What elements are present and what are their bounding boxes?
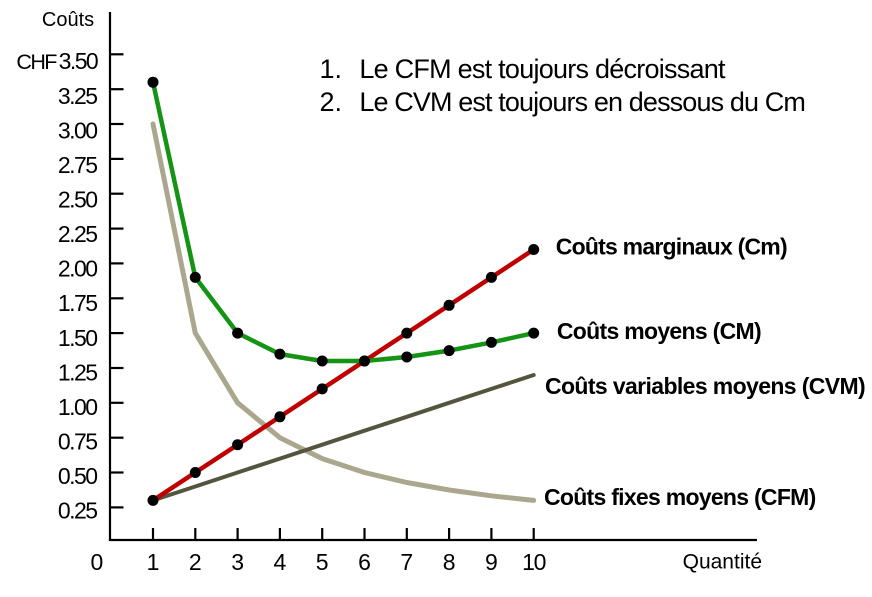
- svg-text:2.75: 2.75: [58, 152, 97, 178]
- svg-text:CHF: CHF: [16, 50, 57, 74]
- svg-text:3.25: 3.25: [58, 83, 97, 109]
- svg-text:8: 8: [443, 549, 456, 575]
- svg-text:1.75: 1.75: [58, 290, 97, 316]
- svg-text:4: 4: [274, 549, 287, 575]
- svg-text:7: 7: [400, 549, 413, 575]
- svg-text:1.25: 1.25: [58, 359, 97, 385]
- svg-text:10: 10: [522, 549, 546, 575]
- svg-text:2.: 2.: [320, 87, 343, 117]
- svg-text:0.25: 0.25: [58, 498, 97, 524]
- svg-text:1.50: 1.50: [58, 325, 97, 351]
- svg-text:2: 2: [189, 549, 202, 575]
- svg-text:Coûts: Coûts: [42, 9, 94, 31]
- svg-text:1.00: 1.00: [58, 394, 97, 420]
- svg-text:2.50: 2.50: [58, 187, 97, 213]
- svg-text:3.50: 3.50: [59, 48, 98, 74]
- svg-text:6: 6: [358, 549, 371, 575]
- svg-text:2.25: 2.25: [58, 221, 97, 247]
- svg-text:Coûts variables moyens (CVM): Coûts variables moyens (CVM): [545, 373, 865, 399]
- svg-text:9: 9: [485, 549, 498, 575]
- svg-text:5: 5: [316, 549, 329, 575]
- svg-text:0.75: 0.75: [58, 429, 97, 455]
- svg-text:3: 3: [231, 549, 244, 575]
- svg-text:Le CFM est toujours décroissan: Le CFM est toujours décroissant: [359, 54, 726, 84]
- svg-text:Coûts marginaux (Cm): Coûts marginaux (Cm): [556, 233, 787, 259]
- svg-text:1: 1: [147, 549, 160, 575]
- svg-text:1.: 1.: [320, 54, 343, 84]
- svg-text:2.00: 2.00: [58, 256, 97, 282]
- svg-text:0.50: 0.50: [58, 463, 97, 489]
- svg-text:Quantité: Quantité: [683, 551, 762, 574]
- svg-text:0: 0: [91, 549, 104, 575]
- svg-text:3.00: 3.00: [58, 117, 97, 143]
- svg-text:Coûts fixes moyens (CFM): Coûts fixes moyens (CFM): [544, 484, 816, 510]
- svg-text:Coûts moyens (CM): Coûts moyens (CM): [557, 318, 761, 344]
- svg-text:Le CVM est toujours en dessous: Le CVM est toujours en dessous du Cm: [359, 87, 805, 117]
